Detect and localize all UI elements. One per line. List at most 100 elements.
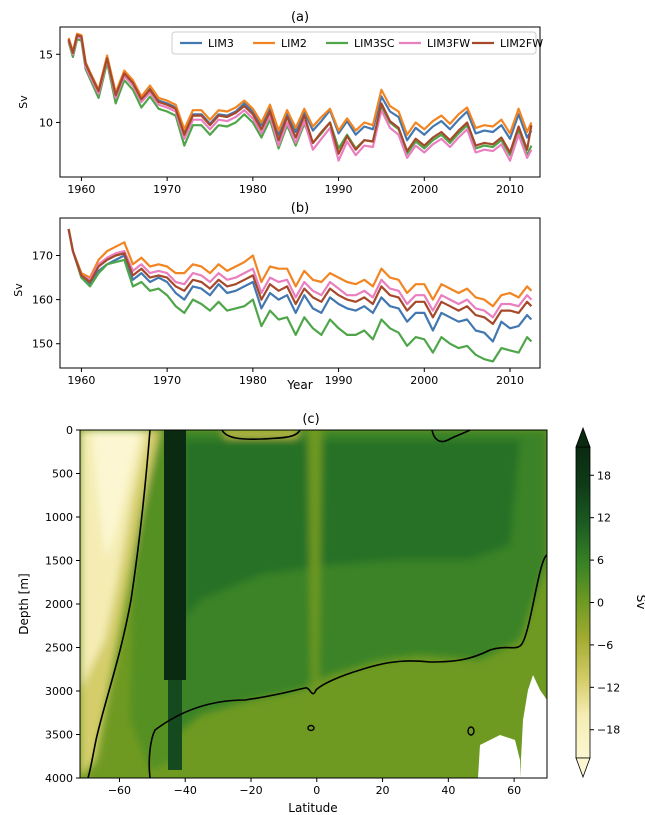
panel-c-field (80, 430, 547, 778)
x-tick-label-2000: 2000 (410, 183, 438, 196)
panel-a: (a) 1960 1970 1980 1990 2000 2010 10 15 Sv LIM… (17, 10, 543, 196)
zero-contour-south (87, 430, 151, 778)
y-tick-label-10: 10 (39, 116, 53, 129)
x-tick-label-1980: 1980 (239, 374, 267, 387)
x-tick-label-1960: 1960 (67, 183, 95, 196)
x-tick-label-1980: 1980 (239, 183, 267, 196)
panel-c-x-ticks: −60 −40 −20 0 20 40 60 (108, 778, 521, 797)
zero-contour-surface (221, 430, 301, 441)
panel-a-axes-frame (59, 26, 541, 178)
colorbar-tick-label-minus6: −6 (597, 639, 613, 652)
colorbar-extend-bottom (575, 757, 591, 779)
southern-ocean-maximum-band (164, 430, 186, 680)
legend-label-lim3sc: LIM3SC (354, 37, 395, 50)
panel-b: (b) 1960 1970 1980 1990 2000 2010 150 160 170 S… (12, 201, 541, 392)
series-line-1-2 (67, 228, 533, 363)
northern-cell-core (185, 440, 520, 620)
y-tick-label-160: 160 (32, 294, 53, 307)
colorbar-tick-label-6: 6 (597, 554, 604, 567)
x-tick-label-minus20: −20 (239, 784, 262, 797)
colorbar-body (575, 446, 591, 759)
x-tick-label-40: 40 (441, 784, 455, 797)
colorbar-tick-label-minus18: −18 (597, 724, 620, 737)
panel-c-title: (c) (302, 412, 319, 427)
legend-label-lim3: LIM3 (208, 37, 234, 50)
colorbar-label: Sv (634, 595, 645, 610)
zero-contour-small-loop (307, 724, 315, 732)
panel-b-xlabel: Year (286, 378, 312, 392)
panel-a-y-ticks: 10 15 (39, 48, 60, 129)
panel-c: (c) −60 −40 −20 0 20 40 (17, 412, 645, 815)
series-line-1-1 (67, 228, 533, 308)
y-tick-label-3000: 3000 (45, 685, 73, 698)
series-line-1-3 (67, 228, 533, 319)
y-tick-label-15: 15 (39, 48, 53, 61)
southern-negative-inner (80, 430, 148, 690)
panel-b-title: (b) (291, 201, 309, 216)
y-tick-label-3500: 3500 (45, 729, 73, 742)
southern-negative-core (92, 430, 140, 560)
y-tick-label-170: 170 (32, 250, 53, 263)
x-tick-label-1970: 1970 (153, 183, 181, 196)
panel-b-x-ticks: 1960 1970 1980 1990 2000 2010 (67, 368, 524, 387)
y-tick-label-1500: 1500 (45, 555, 73, 568)
x-tick-label-minus60: −60 (108, 784, 131, 797)
x-tick-label-2010: 2010 (496, 183, 524, 196)
topography-mask-step (478, 735, 520, 778)
panel-c-y-ticks: 0 500 1000 1500 2000 2500 3000 3500 4000 (45, 424, 80, 785)
y-tick-label-2000: 2000 (45, 598, 73, 611)
x-tick-label-20: 20 (376, 784, 390, 797)
panel-b-series (67, 228, 533, 363)
panel-c-ylabel: Depth [m] (17, 573, 31, 634)
panel-a-legend: LIM3 LIM2 LIM3SC LIM3FW LIM2FW (171, 31, 543, 55)
legend-label-lim3fw: LIM3FW (427, 37, 470, 50)
legend-frame (171, 31, 537, 55)
x-tick-label-2010: 2010 (496, 374, 524, 387)
series-line-1-0 (67, 228, 533, 343)
zero-contour-deep (148, 554, 547, 778)
y-tick-label-1000: 1000 (45, 511, 73, 524)
colorbar-ticks: −18 −12 −6 0 6 12 18 (590, 469, 620, 737)
x-tick-label-1960: 1960 (67, 374, 95, 387)
colorbar-tick-label-18: 18 (597, 469, 611, 482)
equatorial-tongue (308, 430, 322, 720)
x-tick-label-60: 60 (507, 784, 521, 797)
colorbar-tick-label-0: 0 (597, 597, 604, 610)
panel-b-axes-frame (59, 217, 541, 369)
zero-contour-surface-north (431, 430, 471, 443)
surface-negative-patch (222, 430, 300, 438)
panel-a-x-ticks: 1960 1970 1980 1990 2000 2010 (67, 177, 524, 196)
colorbar-tick-label-12: 12 (597, 512, 611, 525)
field-smooth-layer (80, 430, 547, 778)
x-tick-label-minus40: −40 (174, 784, 197, 797)
x-tick-label-1970: 1970 (153, 374, 181, 387)
series-line-1-4 (67, 228, 533, 325)
x-tick-label-1990: 1990 (325, 374, 353, 387)
legend-label-lim2fw: LIM2FW (500, 37, 543, 50)
y-tick-label-2500: 2500 (45, 642, 73, 655)
x-tick-label-1990: 1990 (325, 183, 353, 196)
series-line-lim2fw (67, 34, 533, 155)
southern-ocean-maximum-tail (168, 680, 182, 770)
legend-label-lim2: LIM2 (281, 37, 307, 50)
panel-b-ylabel: Sv (12, 283, 25, 297)
series-line-lim3fw (67, 35, 533, 162)
colorbar-extend-top (575, 426, 591, 448)
panel-b-y-ticks: 150 160 170 (32, 250, 60, 351)
colorbar: −18 −12 −6 0 6 12 18 Sv (575, 426, 645, 779)
y-tick-label-0: 0 (66, 424, 73, 437)
colorbar-tick-label-minus12: −12 (597, 681, 620, 694)
series-line-lim2 (67, 32, 533, 136)
y-tick-label-4000: 4000 (45, 772, 73, 785)
panel-a-title: (a) (291, 10, 309, 25)
panel-c-xlabel: Latitude (288, 801, 337, 815)
zero-contour-small-loop-north (467, 726, 475, 736)
topography-mask (520, 675, 547, 778)
panel-a-ylabel: Sv (17, 95, 30, 109)
y-tick-label-150: 150 (32, 338, 53, 351)
y-tick-label-500: 500 (52, 468, 73, 481)
x-tick-label-2000: 2000 (410, 374, 438, 387)
panel-a-series (67, 32, 533, 162)
x-tick-label-0: 0 (313, 784, 320, 797)
